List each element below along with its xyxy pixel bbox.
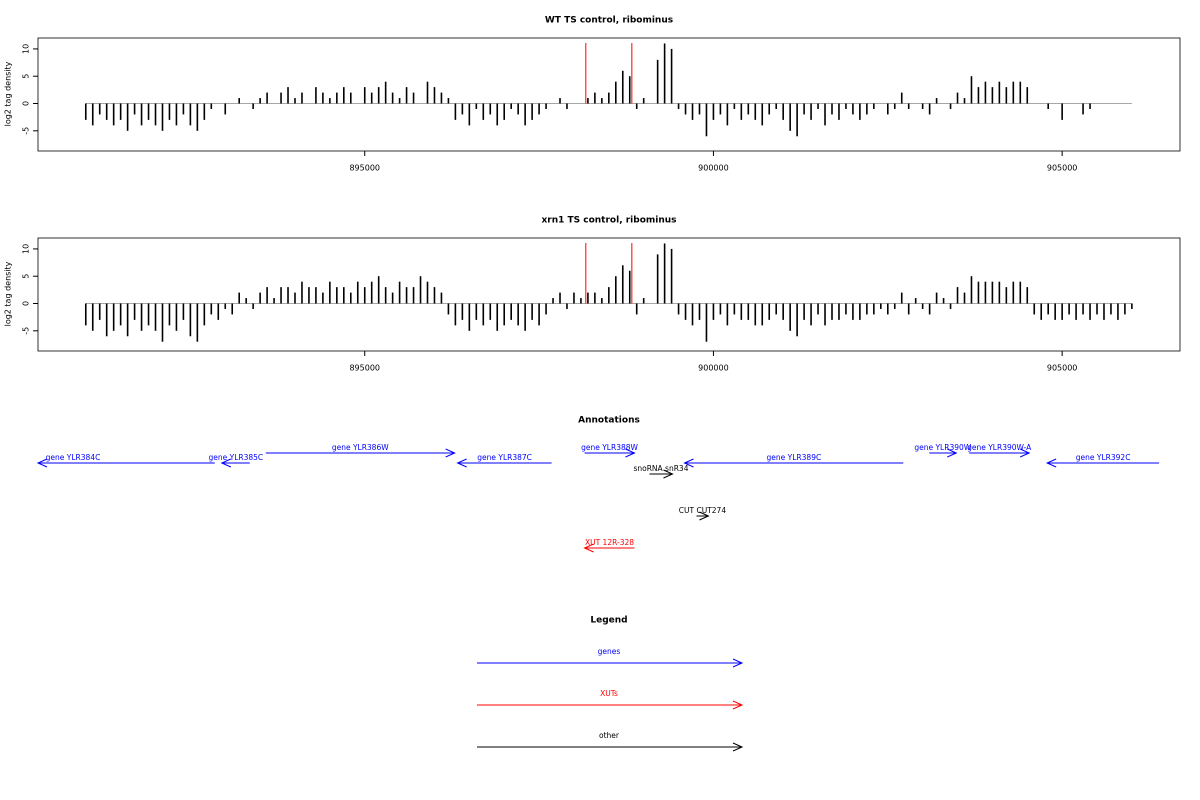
- legend-label: other: [599, 731, 620, 740]
- x-tick-label: 900000: [698, 164, 729, 173]
- y-axis-label: log2 tag density: [4, 261, 13, 326]
- annotation-arrow-head: [1045, 458, 1057, 468]
- annotation-label: gene YLR390W: [914, 443, 971, 452]
- annotation-label: gene YLR390W-A: [967, 443, 1032, 452]
- plot-frame: [37, 37, 1181, 152]
- chart-title: WT TS control, ribominus: [545, 16, 673, 26]
- annotation-arrow-head: [1019, 448, 1031, 458]
- legend-arrow-head: [732, 742, 744, 752]
- annotation-label: XUT 12R-328: [585, 538, 634, 547]
- annotation-arrow-head: [663, 469, 674, 479]
- annotation-label: CUT CUT274: [679, 506, 727, 515]
- plot-frame: [37, 237, 1181, 352]
- annotation-arrow-head: [36, 458, 48, 468]
- x-tick-label: 900000: [698, 364, 729, 373]
- legend-label: genes: [598, 647, 621, 656]
- annotation-label: gene YLR387C: [477, 453, 532, 462]
- annotation-arrow-head: [220, 458, 232, 468]
- y-tick-label: -5: [22, 127, 31, 135]
- y-axis-label: log2 tag density: [4, 61, 13, 126]
- legend-label: XUTs: [600, 689, 618, 698]
- x-tick-label: 895000: [349, 364, 380, 373]
- y-tick-label: 5: [22, 274, 31, 279]
- chart-title: xrn1 TS control, ribominus: [541, 216, 676, 226]
- y-tick-label: 0: [22, 301, 31, 306]
- annotation-label: gene YLR384C: [46, 453, 101, 462]
- annotation-label: gene YLR385C: [208, 453, 263, 462]
- annotation-label: gene YLR389C: [767, 453, 822, 462]
- annotation-arrow-head: [583, 543, 594, 553]
- x-tick-label: 895000: [349, 164, 380, 173]
- annotation-label: gene YLR392C: [1076, 453, 1131, 462]
- x-tick-label: 905000: [1047, 164, 1078, 173]
- annotation-label: gene YLR388W: [581, 443, 638, 452]
- annotations-title: Annotations: [578, 416, 640, 426]
- annotation-label: snoRNA snR34: [633, 464, 688, 473]
- annotation-arrow-head: [699, 511, 710, 521]
- x-tick-label: 905000: [1047, 364, 1078, 373]
- annotation-label: gene YLR386W: [332, 443, 389, 452]
- legend-title: Legend: [590, 616, 627, 626]
- annotation-arrow-head: [947, 448, 958, 458]
- y-tick-label: 10: [22, 44, 31, 54]
- y-tick-label: -5: [22, 327, 31, 335]
- annotation-arrow-head: [683, 458, 694, 468]
- y-tick-label: 0: [22, 101, 31, 106]
- legend-arrow-head: [732, 700, 744, 710]
- y-tick-label: 10: [22, 244, 31, 254]
- legend-arrow-head: [732, 658, 744, 668]
- annotation-arrow-head: [456, 458, 467, 468]
- annotation-arrow-head: [445, 448, 456, 458]
- annotation-arrow-head: [625, 448, 636, 458]
- y-tick-label: 5: [22, 74, 31, 79]
